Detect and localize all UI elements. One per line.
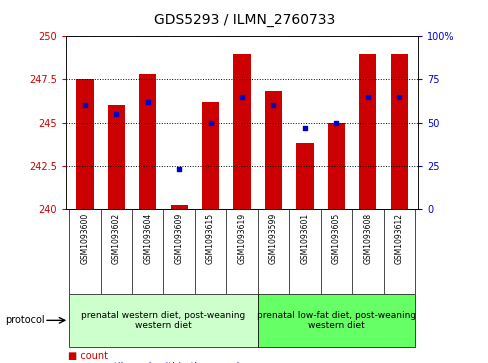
Bar [139,74,156,209]
Bar [202,102,219,209]
Text: GSM1093599: GSM1093599 [268,213,277,264]
Bar [233,53,250,209]
Text: GSM1093612: GSM1093612 [394,213,403,264]
Bar [358,53,376,209]
Bar [170,205,187,209]
Bar [107,105,125,209]
Point [81,102,89,108]
Text: GSM1093601: GSM1093601 [300,213,309,264]
Bar [76,79,93,209]
Point [363,94,371,99]
Bar [257,294,414,347]
Text: GSM1093608: GSM1093608 [363,213,371,264]
Text: prenatal low-fat diet, post-weaning
western diet: prenatal low-fat diet, post-weaning west… [256,311,415,330]
Text: GSM1093604: GSM1093604 [143,213,152,264]
Point [394,94,402,99]
Text: GSM1093602: GSM1093602 [112,213,121,264]
Text: GSM1093615: GSM1093615 [206,213,215,264]
Point [175,166,183,172]
Bar [264,91,282,209]
Point [206,119,214,125]
Text: GDS5293 / ILMN_2760733: GDS5293 / ILMN_2760733 [154,13,334,27]
Bar [390,53,407,209]
Text: GSM1093619: GSM1093619 [237,213,246,264]
Text: ■ count: ■ count [68,351,108,361]
Text: prenatal western diet, post-weaning
western diet: prenatal western diet, post-weaning west… [81,311,245,330]
Text: ■ percentile rank within the sample: ■ percentile rank within the sample [68,362,245,363]
Point [332,119,340,125]
Point [301,125,308,131]
Text: GSM1093600: GSM1093600 [80,213,89,264]
Text: GSM1093609: GSM1093609 [174,213,183,264]
Bar [69,294,257,347]
Point [112,111,120,117]
Bar [327,122,345,209]
Text: protocol: protocol [5,315,44,325]
Point [143,99,151,105]
Point [238,94,245,99]
Text: GSM1093605: GSM1093605 [331,213,340,264]
Bar [296,143,313,209]
Point [269,102,277,108]
